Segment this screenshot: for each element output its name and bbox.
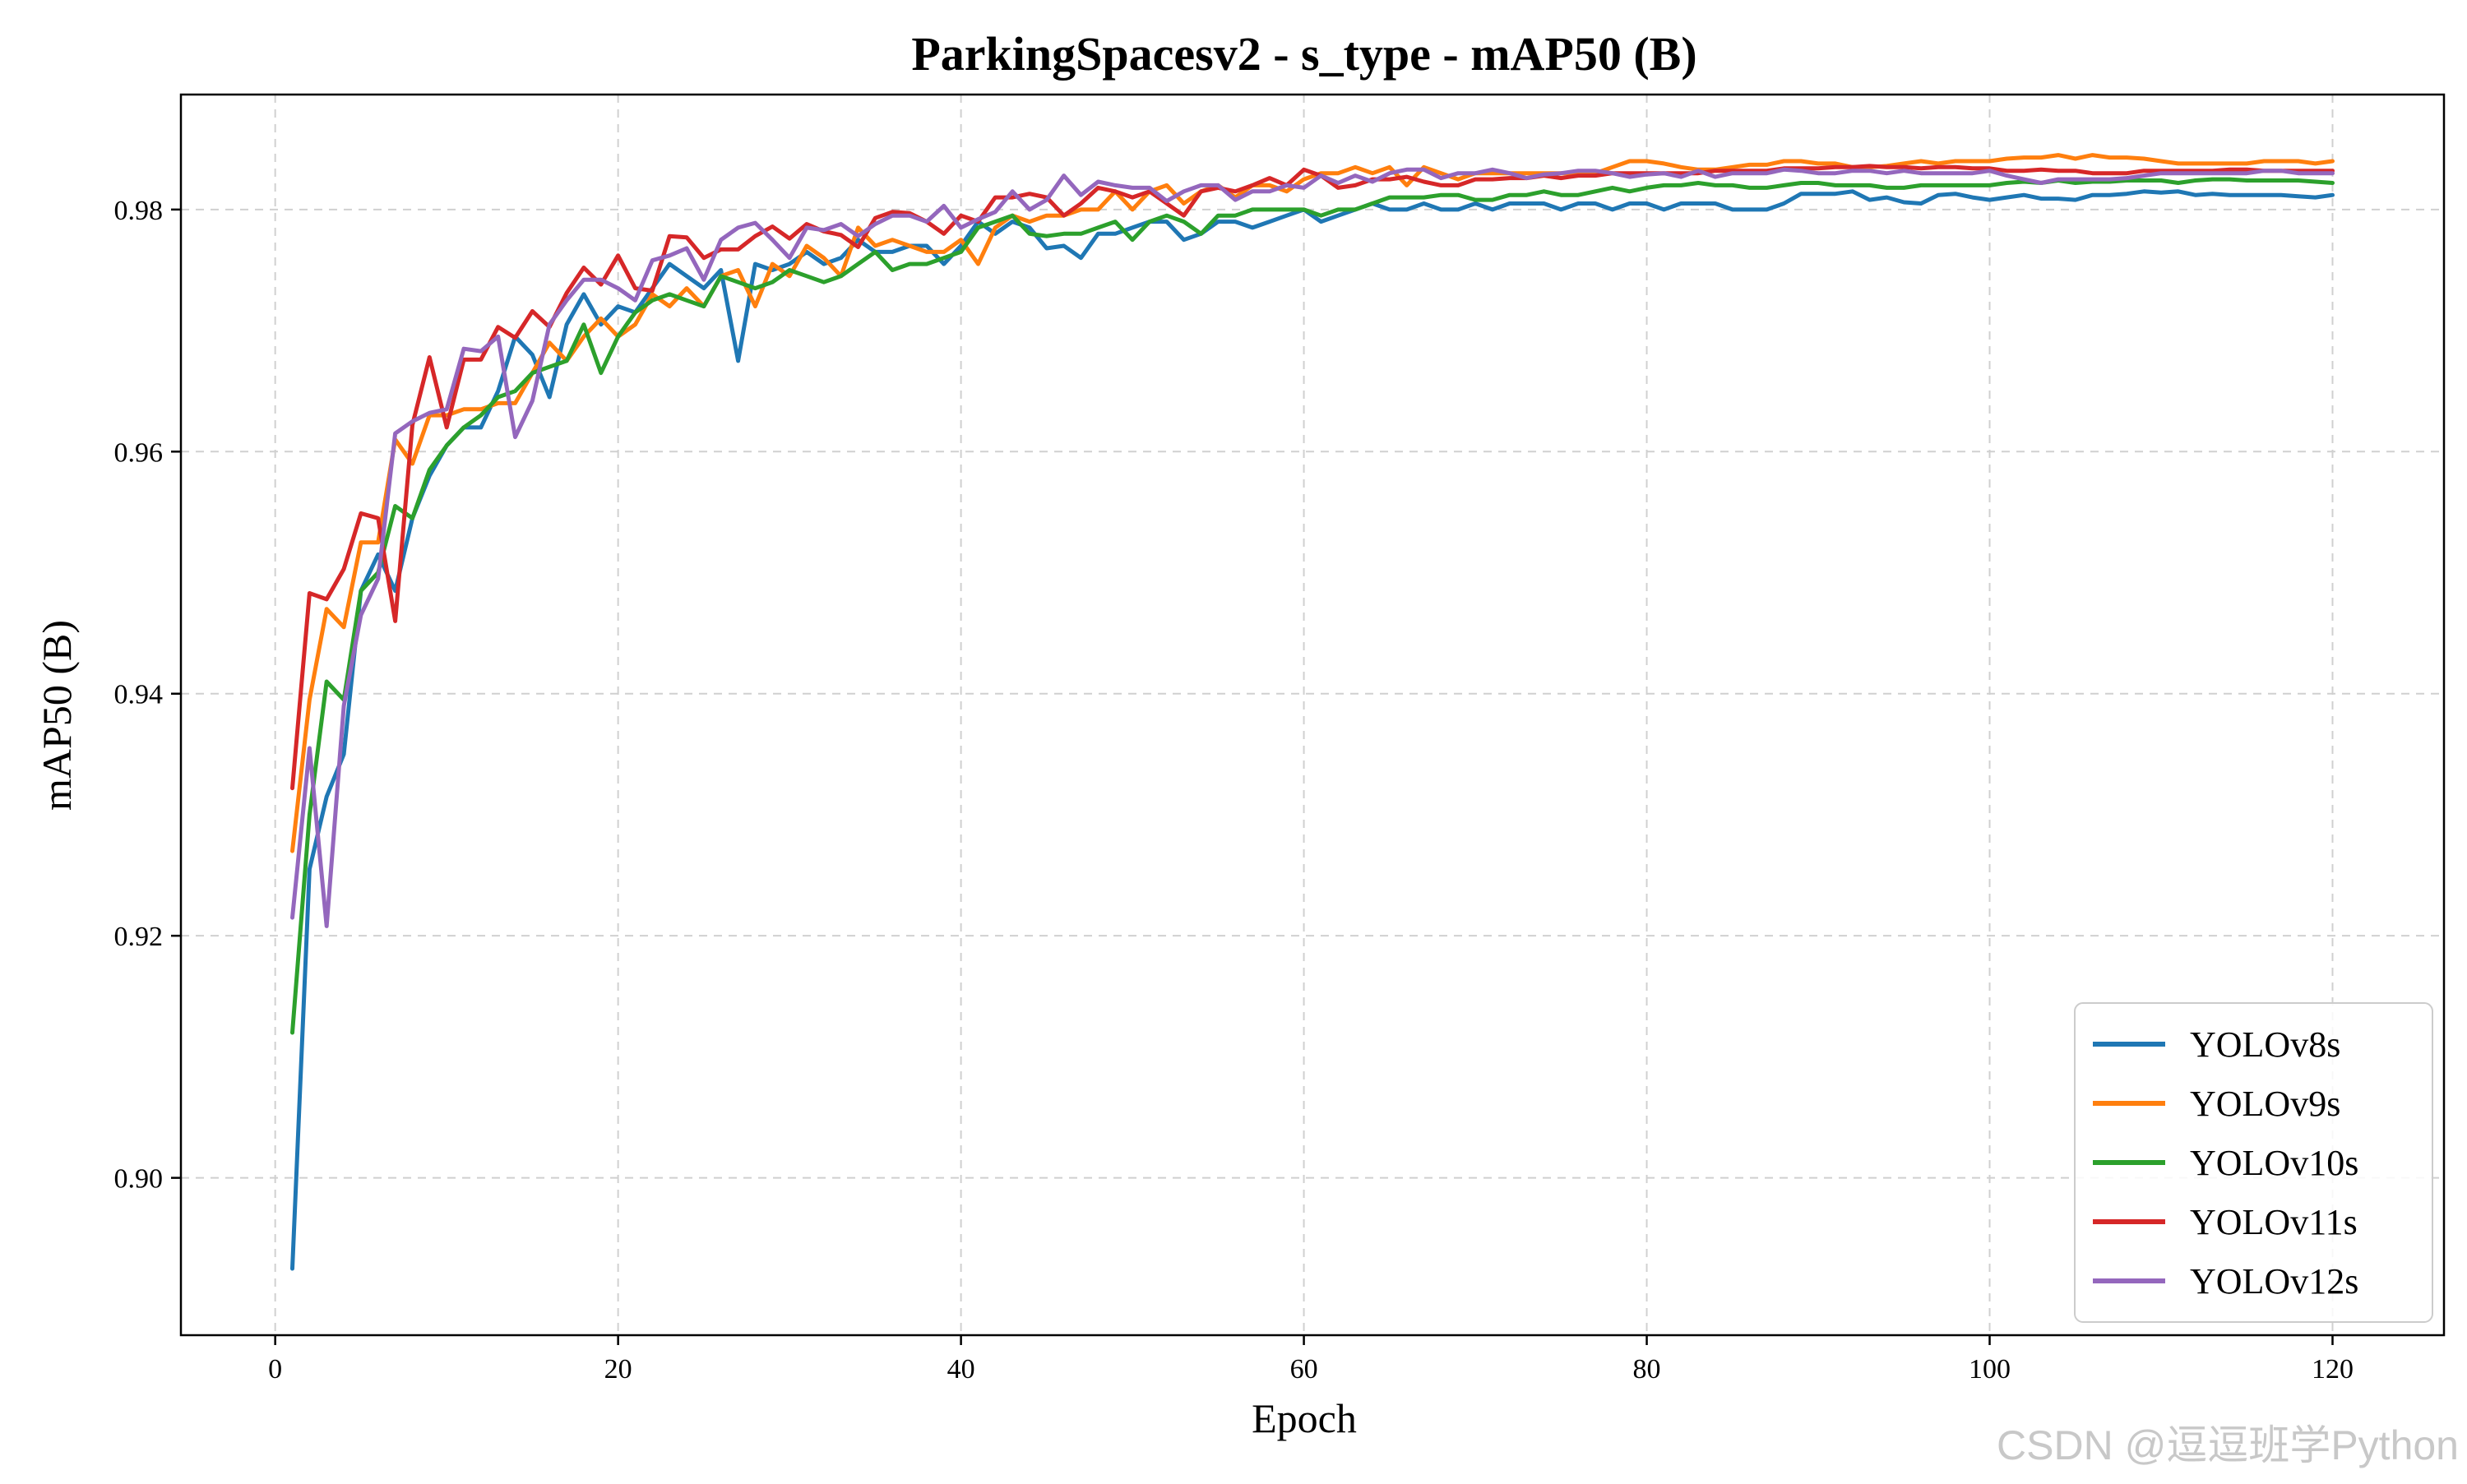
legend: YOLOv8s YOLOv9s YOLOv10s YOLOv11s YOLOv12s: [2074, 1002, 2433, 1323]
y-axis-label: mAP50 (B): [34, 620, 80, 811]
legend-label-yolov8s: YOLOv8s: [2190, 1024, 2340, 1065]
series-line-yolov8s: [290, 189, 2335, 1271]
y-tick-label: 0.94: [114, 680, 164, 710]
legend-label-yolov10s: YOLOv10s: [2190, 1143, 2358, 1183]
x-tick-label: 0: [268, 1354, 282, 1385]
x-tick-label: 20: [604, 1354, 632, 1385]
plot-frame: [179, 93, 2446, 1337]
legend-box: [2074, 1002, 2433, 1323]
x-tick-label: 100: [1969, 1354, 2011, 1385]
legend-label-yolov11s: YOLOv11s: [2190, 1202, 2358, 1242]
y-tick-label: 0.96: [114, 437, 164, 468]
legend-label-yolov9s: YOLOv9s: [2190, 1084, 2340, 1124]
x-axis-label: Epoch: [1252, 1395, 1357, 1441]
legend-label-yolov12s: YOLOv12s: [2190, 1261, 2358, 1301]
series-layer: [290, 153, 2335, 1271]
tick-layer: 0 20 40 60 80 100 120 0.90 0.92 0.94 0.96 0.98: [114, 196, 2354, 1385]
series-line-yolov10s: [290, 177, 2335, 1035]
y-tick-label: 0.98: [114, 196, 164, 226]
x-tick-label: 120: [2312, 1354, 2354, 1385]
x-tick-label: 40: [947, 1354, 975, 1385]
chart-title: ParkingSpacesv2 - s_type - mAP50 (B): [911, 27, 1696, 81]
x-tick-label: 60: [1290, 1354, 1318, 1385]
x-tick-label: 80: [1633, 1354, 1661, 1385]
watermark-text: CSDN @逗逗班学Python: [1997, 1422, 2459, 1468]
series-line-yolov11s: [290, 164, 2335, 791]
series-line-yolov9s: [290, 153, 2335, 853]
y-tick-label: 0.90: [114, 1164, 164, 1195]
grid-layer: [181, 95, 2444, 1335]
series-line-yolov12s: [290, 167, 2335, 928]
y-tick-label: 0.92: [114, 922, 164, 952]
